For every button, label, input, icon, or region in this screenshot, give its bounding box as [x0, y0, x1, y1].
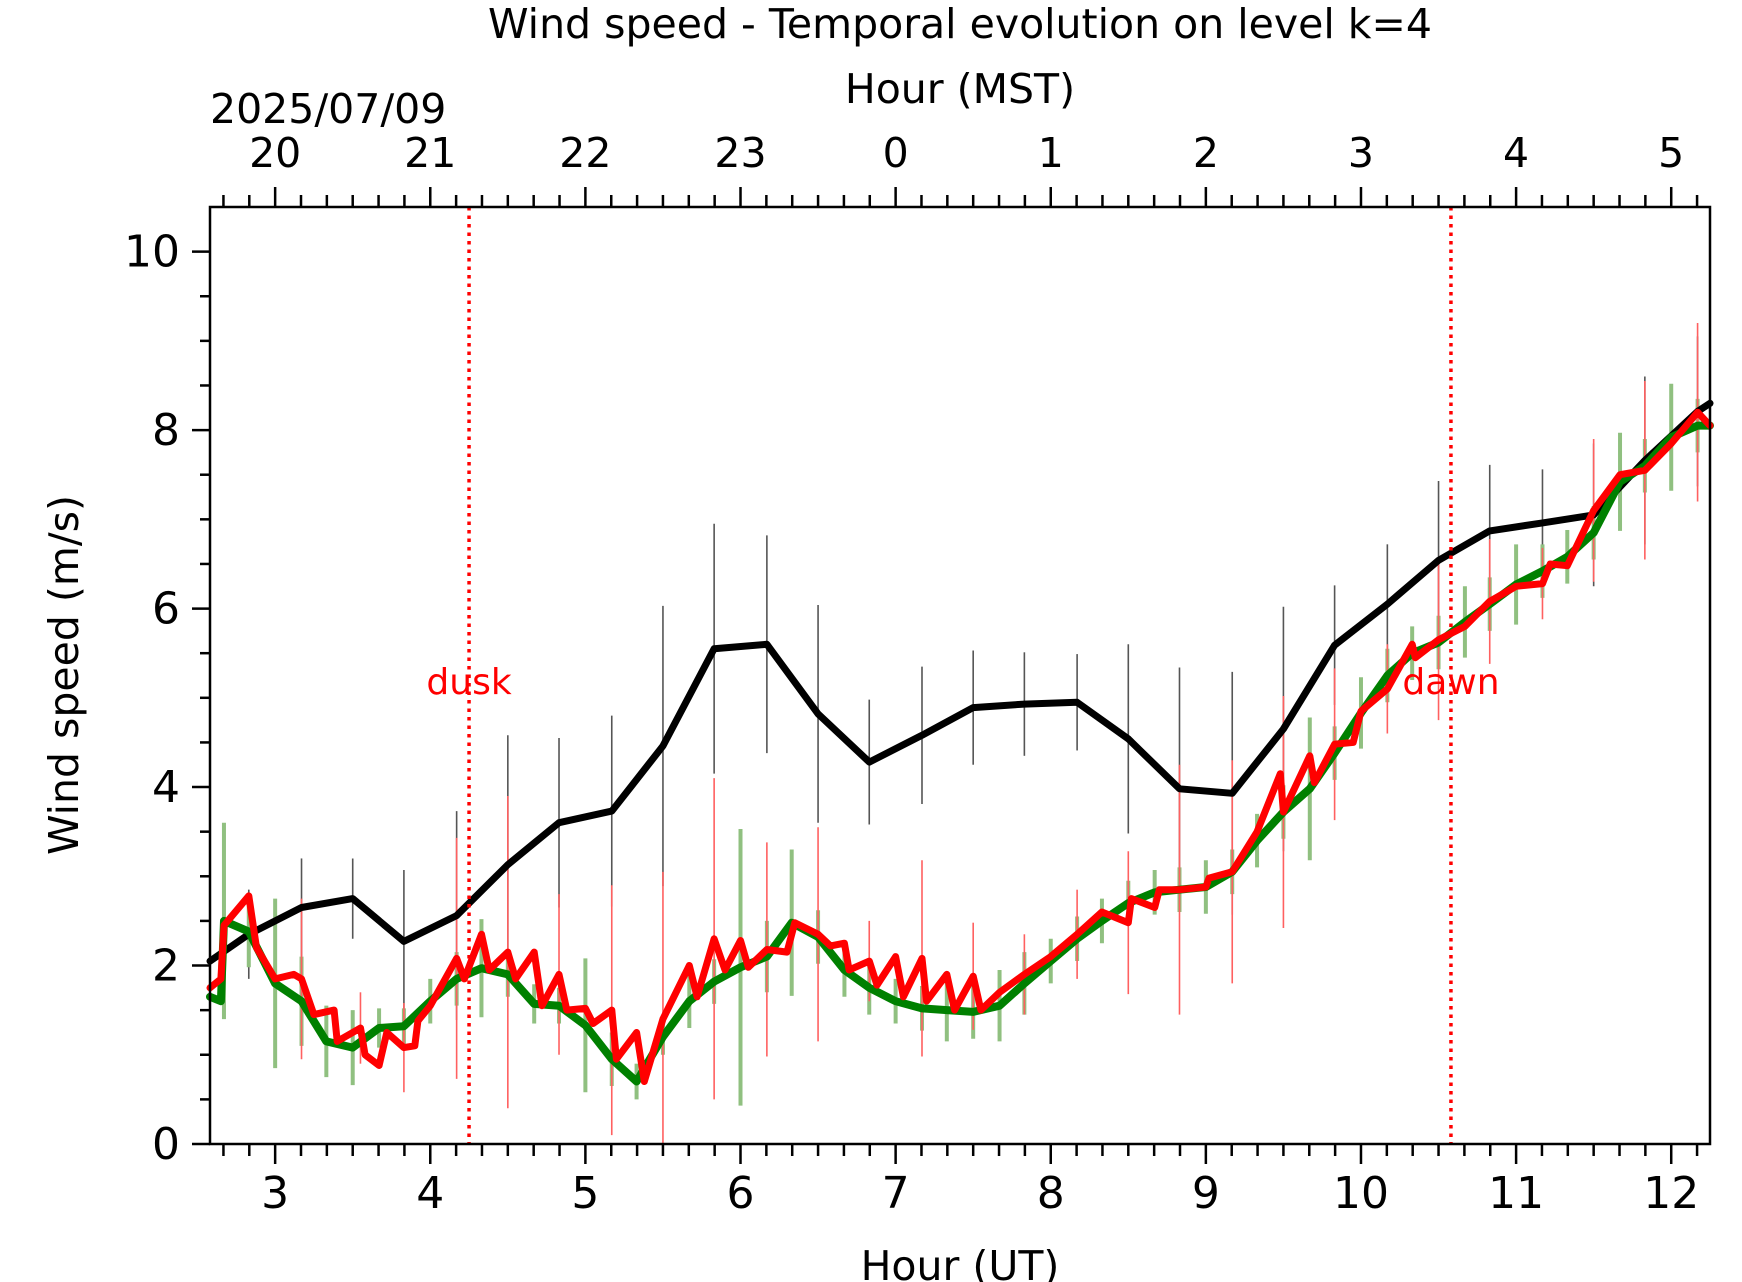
x-tick-label: 10	[1333, 1168, 1389, 1219]
annotation: dusk	[426, 662, 511, 703]
series-line	[206, 421, 1714, 1086]
x2-tick-label: 0	[883, 129, 909, 177]
chart-title: Wind speed - Temporal evolution on level…	[488, 0, 1432, 48]
annotation: dawn	[1402, 662, 1499, 703]
x-tick-label: 6	[727, 1168, 755, 1219]
x-tick-label: 9	[1192, 1168, 1220, 1219]
x2-tick-label: 2	[1193, 129, 1219, 177]
x2-tick-label: 3	[1348, 129, 1374, 177]
x-tick-label: 8	[1037, 1168, 1065, 1219]
y-tick-label: 4	[152, 762, 180, 813]
plot-frame	[208, 205, 1712, 1146]
x-tick-label: 3	[261, 1168, 289, 1219]
y-tick-label: 10	[124, 227, 180, 278]
y-tick-label: 6	[152, 584, 180, 635]
y-tick-label: 0	[152, 1119, 180, 1170]
x2-tick-label: 23	[714, 129, 766, 177]
x2-tick-label: 22	[559, 129, 611, 177]
x2-tick-label: 21	[404, 129, 456, 177]
plot-layer: dusk dawn	[206, 207, 1714, 1144]
x2-tick-label: 1	[1038, 129, 1064, 177]
x-tick-label: 7	[882, 1168, 910, 1219]
y-tick-label: 8	[152, 405, 180, 456]
series-line	[206, 408, 1714, 1085]
x2-tick-label: 20	[249, 129, 301, 177]
x-tick-label: 12	[1643, 1168, 1699, 1219]
x-tick-label: 5	[571, 1168, 599, 1219]
top-axis-label: Hour (MST)	[845, 65, 1075, 113]
y-axis-label: Wind speed (m/s)	[40, 495, 88, 855]
x-tick-label: 11	[1488, 1168, 1544, 1219]
y-tick-label: 2	[152, 941, 180, 992]
series-line	[206, 399, 1714, 965]
x-axis-label: Hour (UT)	[861, 1242, 1060, 1282]
x-tick-label: 4	[416, 1168, 444, 1219]
date-label: 2025/07/09	[210, 85, 446, 133]
x2-tick-label: 5	[1658, 129, 1684, 177]
x2-tick-label: 4	[1503, 129, 1529, 177]
